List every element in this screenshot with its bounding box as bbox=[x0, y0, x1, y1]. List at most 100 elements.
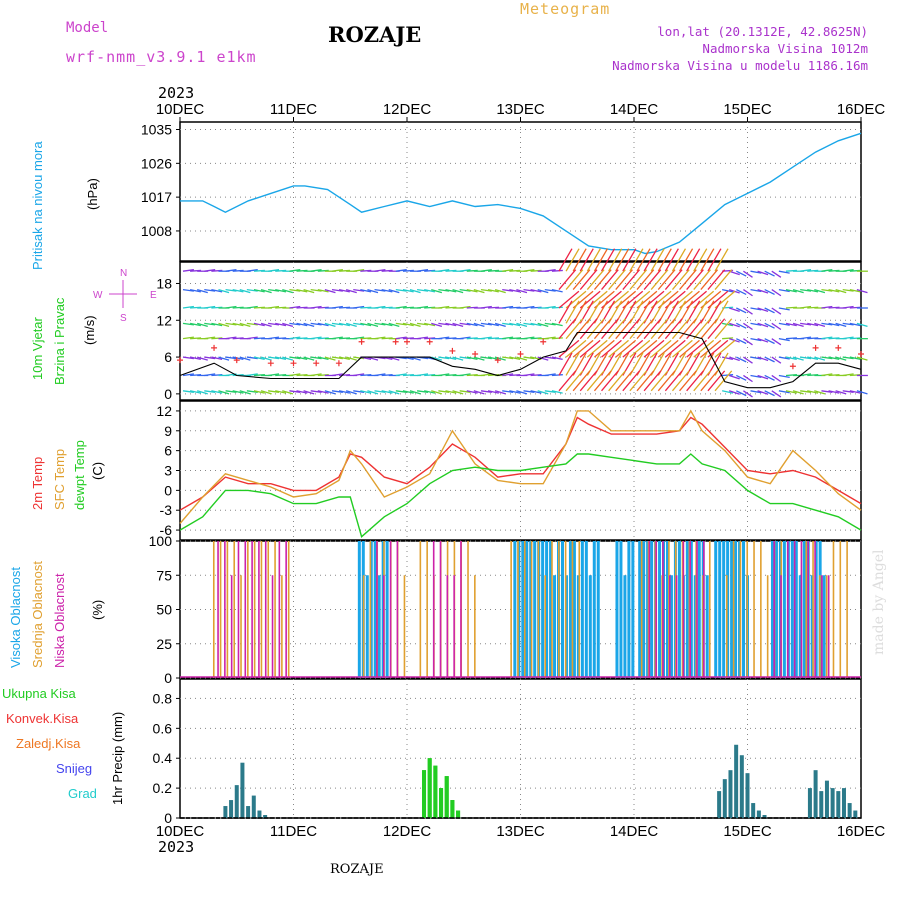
time-tick-bottom: 13DEC bbox=[496, 823, 545, 840]
precip-bar bbox=[819, 791, 824, 818]
wind-barb bbox=[636, 370, 655, 392]
wind-barb bbox=[395, 373, 407, 377]
wind-barb bbox=[494, 390, 506, 395]
wind-barb bbox=[736, 270, 747, 277]
wind-barb bbox=[807, 356, 819, 360]
wind-barb bbox=[417, 390, 429, 393]
wind-barb bbox=[700, 318, 719, 340]
wind-barb bbox=[345, 356, 357, 361]
wind-barb bbox=[750, 307, 762, 311]
wind-barb bbox=[303, 288, 315, 294]
wind-barb bbox=[317, 390, 329, 394]
wind-barb bbox=[225, 288, 237, 292]
wind-barb bbox=[232, 288, 244, 293]
wind-barb bbox=[331, 390, 343, 393]
wind-barb bbox=[204, 305, 216, 309]
precip-bar bbox=[824, 780, 829, 818]
wind-barb bbox=[282, 390, 294, 395]
wind-barb bbox=[367, 322, 379, 327]
wind-gust-marker bbox=[812, 344, 819, 351]
wind-barb bbox=[551, 306, 563, 309]
wind-barb bbox=[622, 318, 641, 340]
wind-barb bbox=[445, 390, 457, 394]
precip-bar bbox=[841, 788, 846, 818]
wind-barb bbox=[601, 269, 619, 291]
wind-barb bbox=[615, 318, 633, 340]
wind-gust-marker bbox=[494, 357, 501, 364]
wind-barb bbox=[714, 318, 733, 340]
time-tick-top: 16DEC bbox=[837, 101, 886, 118]
wind-barb bbox=[579, 318, 598, 340]
temp-unit: (C) bbox=[90, 461, 105, 480]
wind-barb bbox=[828, 390, 840, 394]
wind-barb bbox=[345, 288, 357, 294]
wind-barb bbox=[338, 390, 350, 394]
wind-barb bbox=[693, 248, 708, 272]
wind-barb bbox=[736, 289, 747, 296]
wind-barb bbox=[494, 322, 506, 327]
wind-barb bbox=[438, 336, 450, 340]
wind-barb bbox=[558, 290, 580, 309]
wind-barb bbox=[558, 370, 577, 392]
wind-barb bbox=[353, 390, 365, 393]
wind-barb bbox=[743, 338, 753, 346]
wind-barb bbox=[778, 390, 790, 394]
wind-barb bbox=[374, 305, 386, 309]
pressure-tick-label: 1017 bbox=[141, 189, 172, 205]
wind-barb bbox=[353, 305, 365, 309]
wind-barb bbox=[289, 269, 301, 272]
wind-barb bbox=[622, 269, 641, 291]
wind-barb bbox=[218, 288, 230, 294]
wind-barb bbox=[856, 322, 868, 327]
wind-barb bbox=[417, 373, 429, 377]
wind-barb bbox=[417, 305, 429, 309]
wind-barb bbox=[778, 288, 790, 293]
wind-barb bbox=[544, 305, 556, 309]
precip-bar bbox=[847, 803, 852, 818]
wind-barb bbox=[317, 322, 329, 327]
wind-barb bbox=[317, 356, 329, 360]
wind-barb bbox=[785, 288, 797, 293]
wind-barb bbox=[395, 269, 407, 272]
precip-bar-total bbox=[456, 810, 461, 818]
wind-barb bbox=[650, 318, 669, 340]
wind-barb bbox=[764, 307, 775, 314]
wind-barb bbox=[296, 356, 308, 360]
wind-barb bbox=[807, 390, 819, 394]
wind-barb bbox=[459, 390, 471, 393]
wind-barb bbox=[204, 373, 216, 377]
wind-barb bbox=[502, 269, 514, 272]
wind-barb bbox=[289, 305, 301, 309]
wind-barb bbox=[289, 390, 301, 393]
wind-barb bbox=[722, 337, 734, 340]
wind-barb bbox=[338, 288, 350, 293]
wind-barb bbox=[225, 336, 237, 340]
wind-barb bbox=[636, 318, 655, 340]
wind-barb bbox=[544, 336, 556, 340]
wind-barb bbox=[182, 322, 194, 326]
wind-barb bbox=[246, 322, 258, 326]
wind-barb bbox=[402, 322, 414, 327]
cloud-tick-label: 50 bbox=[156, 602, 172, 618]
wind-barb bbox=[353, 288, 365, 292]
wind-barb bbox=[282, 356, 294, 361]
wind-barb bbox=[693, 269, 711, 291]
time-tick-bottom: 11DEC bbox=[270, 823, 317, 840]
wind-barb bbox=[338, 322, 350, 327]
wind-barb bbox=[743, 356, 753, 364]
wind-barb bbox=[431, 288, 443, 294]
wind-barb bbox=[800, 288, 812, 292]
wind-barb bbox=[565, 318, 584, 340]
wind-barb bbox=[849, 356, 861, 360]
wind-barb bbox=[856, 288, 868, 294]
wind-barb bbox=[502, 305, 514, 309]
temp-tick-label: -6 bbox=[160, 522, 173, 538]
wind-barb bbox=[459, 373, 471, 377]
precip-ylabel: 1hr Precip (mm) bbox=[110, 711, 125, 805]
wind-barb bbox=[225, 322, 237, 326]
wind-barb bbox=[516, 322, 528, 327]
wind-barb bbox=[544, 288, 556, 292]
wind-barb bbox=[622, 339, 644, 358]
wind-barb bbox=[707, 370, 726, 392]
